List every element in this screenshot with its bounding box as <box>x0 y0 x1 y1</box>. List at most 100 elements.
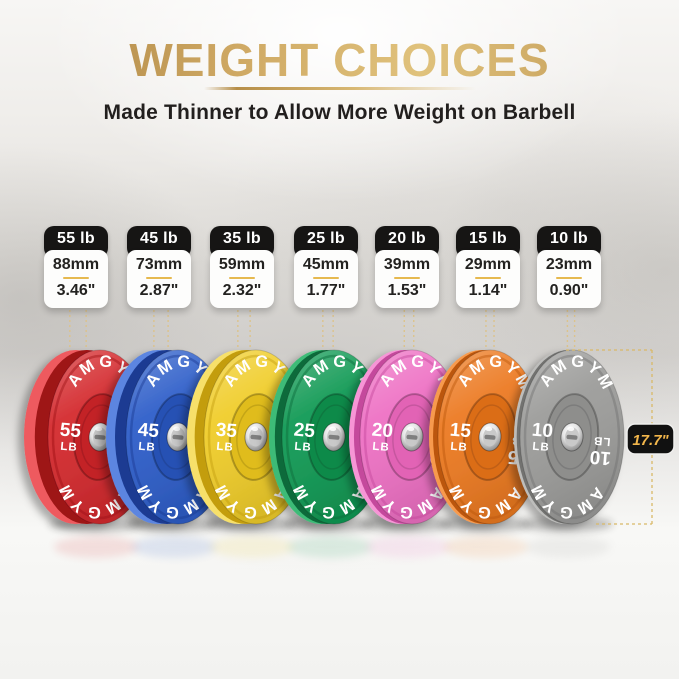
thickness-inch-value: 1.77" <box>306 282 346 300</box>
spec-card-body: 45mm 1.77" <box>294 250 358 308</box>
hub-glint <box>567 426 575 432</box>
header: WEIGHT CHOICES Made Thinner to Allow Mor… <box>0 36 679 125</box>
plate-weight-unit: LB <box>138 441 156 454</box>
plate-weight-text: 55LB <box>58 420 82 455</box>
plate-reflection <box>444 536 528 558</box>
hub-glint <box>485 426 493 432</box>
plate-inner-step-ring <box>552 404 592 470</box>
weight-label: 45 lb <box>140 230 178 247</box>
hub-slot <box>484 434 496 440</box>
weight-label: 20 lb <box>388 230 426 247</box>
gold-divider <box>63 277 89 280</box>
thickness-mm-value: 59mm <box>218 256 266 273</box>
title-underline <box>203 87 476 91</box>
thickness-mm-value: 73mm <box>135 256 183 273</box>
plate-weight-unit: LB <box>372 441 390 454</box>
weight-label: 35 lb <box>223 230 261 247</box>
plate-weight-number: 10 <box>531 420 554 443</box>
plate-weight-text: 10LB <box>530 420 554 455</box>
bumper-plates-row: AMGYMAMGYM55LB55LBAMGYMAMGYM45LB45LBAMGY… <box>24 349 625 525</box>
plate-weight-unit: LB <box>450 441 468 454</box>
spec-card-35lb: 35 lb 59mm 2.32" <box>210 226 274 308</box>
plate-reflection <box>288 536 372 558</box>
spec-card-body: 23mm 0.90" <box>537 250 601 308</box>
thickness-inch-value: 2.87" <box>139 282 179 300</box>
plate-weight-number: 55 <box>59 420 82 443</box>
thickness-mm-value: 23mm <box>545 256 593 273</box>
hub-slot <box>172 434 184 440</box>
weight-label: 25 lb <box>307 230 345 247</box>
spec-card-body: 29mm 1.14" <box>456 250 520 308</box>
spec-card-15lb: 15 lb 29mm 1.14" <box>456 226 520 308</box>
plate-weight-unit: LB <box>216 441 234 454</box>
plate-weight-number-mirrored: 10 <box>589 446 612 469</box>
thickness-mm-value: 29mm <box>464 256 512 273</box>
plate-weight-unit: LB <box>532 441 550 454</box>
hub-glint <box>95 426 103 432</box>
plate-weight-text: 35LB <box>214 420 238 455</box>
hub-glint <box>407 426 415 432</box>
hub-slot <box>250 434 262 440</box>
thickness-mm-value: 45mm <box>302 256 350 273</box>
gold-divider <box>146 277 172 280</box>
thickness-mm-value: 39mm <box>383 256 431 273</box>
spec-card-45lb: 45 lb 73mm 2.87" <box>127 226 191 308</box>
plate-weight-number: 25 <box>293 420 316 443</box>
plate-weight-number: 35 <box>215 420 238 443</box>
thickness-inch-value: 0.90" <box>549 282 589 300</box>
plate-weight-text: 25LB <box>292 420 316 455</box>
thickness-inch-value: 1.53" <box>387 282 427 300</box>
spec-card-body: 73mm 2.87" <box>127 250 191 308</box>
plate-weight-mirrored: 10LB <box>589 434 613 469</box>
hub-slot <box>94 434 106 440</box>
plate-weight-unit-mirrored: LB <box>593 434 611 447</box>
weight-label: 55 lb <box>57 230 95 247</box>
thickness-inch-value: 2.32" <box>222 282 262 300</box>
diameter-dash-lines <box>566 349 653 525</box>
plate-weight-number: 45 <box>137 420 160 443</box>
spec-card-55lb: 55 lb 88mm 3.46" <box>44 226 108 308</box>
thickness-mm-value: 88mm <box>52 256 100 273</box>
hub-slot <box>328 434 340 440</box>
plate-reflection <box>366 536 450 558</box>
gold-divider <box>394 277 420 280</box>
spec-card-10lb: 10 lb 23mm 0.90" <box>537 226 601 308</box>
plate-25lb: AMGYMAMGYM25LB25LB <box>269 349 387 525</box>
thickness-inch-value: 1.14" <box>468 282 508 300</box>
plate-weight-text: 20LB <box>370 420 394 455</box>
plate-bevel-ring <box>523 354 621 520</box>
plate-weight-text: 45LB <box>136 420 160 455</box>
spec-card-body: 88mm 3.46" <box>44 250 108 308</box>
plate-weight-number: 15 <box>449 420 472 443</box>
plate-weight-text: 15LB <box>448 420 472 455</box>
hub-slot <box>566 434 578 440</box>
spec-card-20lb: 20 lb 39mm 1.53" <box>375 226 439 308</box>
page-subtitle: Made Thinner to Allow More Weight on Bar… <box>103 101 576 125</box>
spec-card-body: 59mm 2.32" <box>210 250 274 308</box>
spec-card-25lb: 25 lb 45mm 1.77" <box>294 226 358 308</box>
plate-inner-step-ring <box>470 404 510 470</box>
gold-divider <box>313 277 339 280</box>
plate-weight-unit: LB <box>294 441 312 454</box>
diameter-measurement: 17.7" <box>566 349 675 525</box>
plate-reflection <box>132 536 216 558</box>
plate-weight-number: 20 <box>371 420 394 443</box>
plate-weight-text-mirrored: 10LB <box>589 434 613 469</box>
gold-divider <box>475 277 501 280</box>
diameter-badge <box>626 423 675 455</box>
diameter-badge-label: 17.7" <box>632 432 669 449</box>
weight-label: 15 lb <box>469 230 507 247</box>
plate-weight-unit: LB <box>60 441 78 454</box>
plate-reflection <box>54 536 138 558</box>
gold-divider <box>229 277 255 280</box>
hub-glint <box>251 426 259 432</box>
weight-label: 10 lb <box>550 230 588 247</box>
gold-divider <box>556 277 582 280</box>
thickness-inch-value: 3.46" <box>56 282 96 300</box>
page-title: WEIGHT CHOICES <box>0 36 679 85</box>
spec-card-body: 39mm 1.53" <box>375 250 439 308</box>
hub-slot <box>406 434 418 440</box>
